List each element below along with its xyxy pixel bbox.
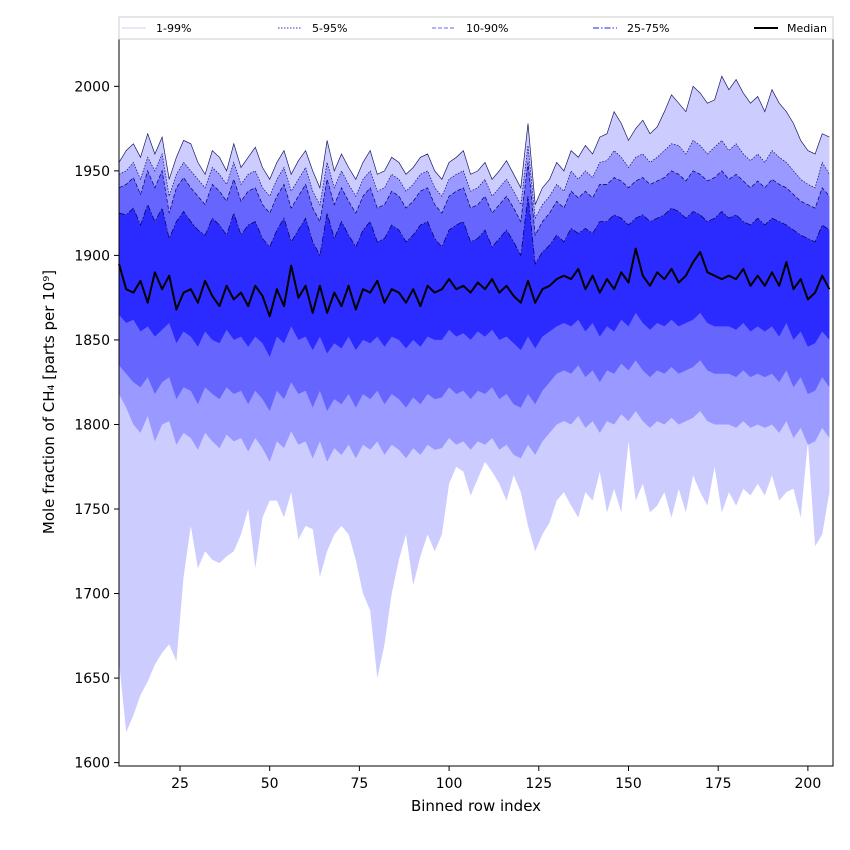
x-tick-label: 150	[615, 776, 642, 792]
band-fill-3	[119, 196, 830, 357]
band-upper-line-0	[118, 75, 830, 205]
median-line	[118, 247, 831, 318]
x-tick-label: 75	[350, 776, 368, 792]
y-axis: 1600 1650 1700 1750 1800 1850 1900 1950 2000	[74, 79, 119, 772]
y-tick-label: 1950	[74, 164, 110, 180]
y-tick-label: 2000	[74, 79, 110, 95]
legend-frame	[118, 16, 834, 40]
y-tick-label: 1700	[74, 587, 110, 603]
legend-label: 1-99%	[156, 22, 191, 35]
legend: 1-99% 5-95% 10-90% 25-75% Median	[118, 16, 834, 40]
median-series	[118, 247, 831, 318]
x-axis: 25 50 75 100 125 150 175 200	[171, 766, 821, 792]
band-upper-line-3	[118, 196, 830, 265]
x-tick-label: 125	[525, 776, 552, 792]
band-upper-line-2	[118, 162, 830, 237]
legend-label: Median	[787, 22, 827, 35]
x-tick-label: 25	[171, 776, 189, 792]
x-tick-label: 100	[436, 776, 463, 792]
y-tick-label: 1800	[74, 417, 110, 433]
legend-label: 25-75%	[627, 22, 669, 35]
y-tick-label: 1650	[74, 671, 110, 687]
percentile-bands	[118, 75, 830, 733]
x-tick-label: 50	[261, 776, 279, 792]
y-tick-label: 1750	[74, 502, 110, 518]
y-tick-label: 1900	[74, 248, 110, 264]
y-axis-label: Mole fraction of CH₄ [parts per 10⁹]	[40, 270, 58, 534]
x-axis-label: Binned row index	[411, 797, 541, 815]
y-tick-label: 1600	[74, 756, 110, 772]
x-tick-label: 175	[705, 776, 732, 792]
legend-label: 5-95%	[312, 22, 347, 35]
x-tick-label: 200	[795, 776, 822, 792]
y-tick-label: 1850	[74, 333, 110, 349]
legend-label: 10-90%	[466, 22, 508, 35]
band-upper-line-1	[118, 139, 830, 220]
